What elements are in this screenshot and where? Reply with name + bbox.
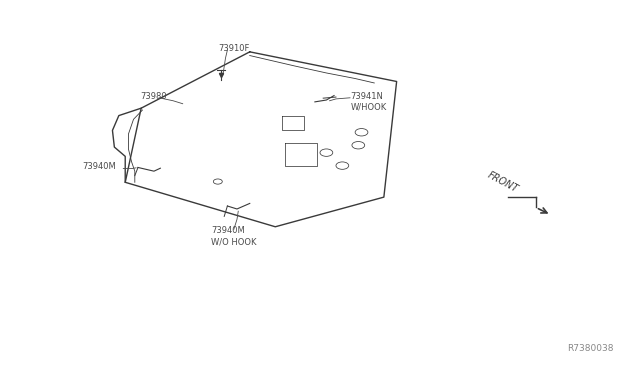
Text: 73940M: 73940M [83,162,116,171]
Text: 73941N: 73941N [351,92,383,101]
Text: 73940M: 73940M [211,226,245,235]
Text: 73980: 73980 [140,92,166,101]
Text: R7380038: R7380038 [567,344,614,353]
Text: 73910F: 73910F [218,44,249,52]
Text: W/O HOOK: W/O HOOK [211,237,257,246]
Text: FRONT: FRONT [486,170,520,194]
Text: W/HOOK: W/HOOK [351,103,387,112]
